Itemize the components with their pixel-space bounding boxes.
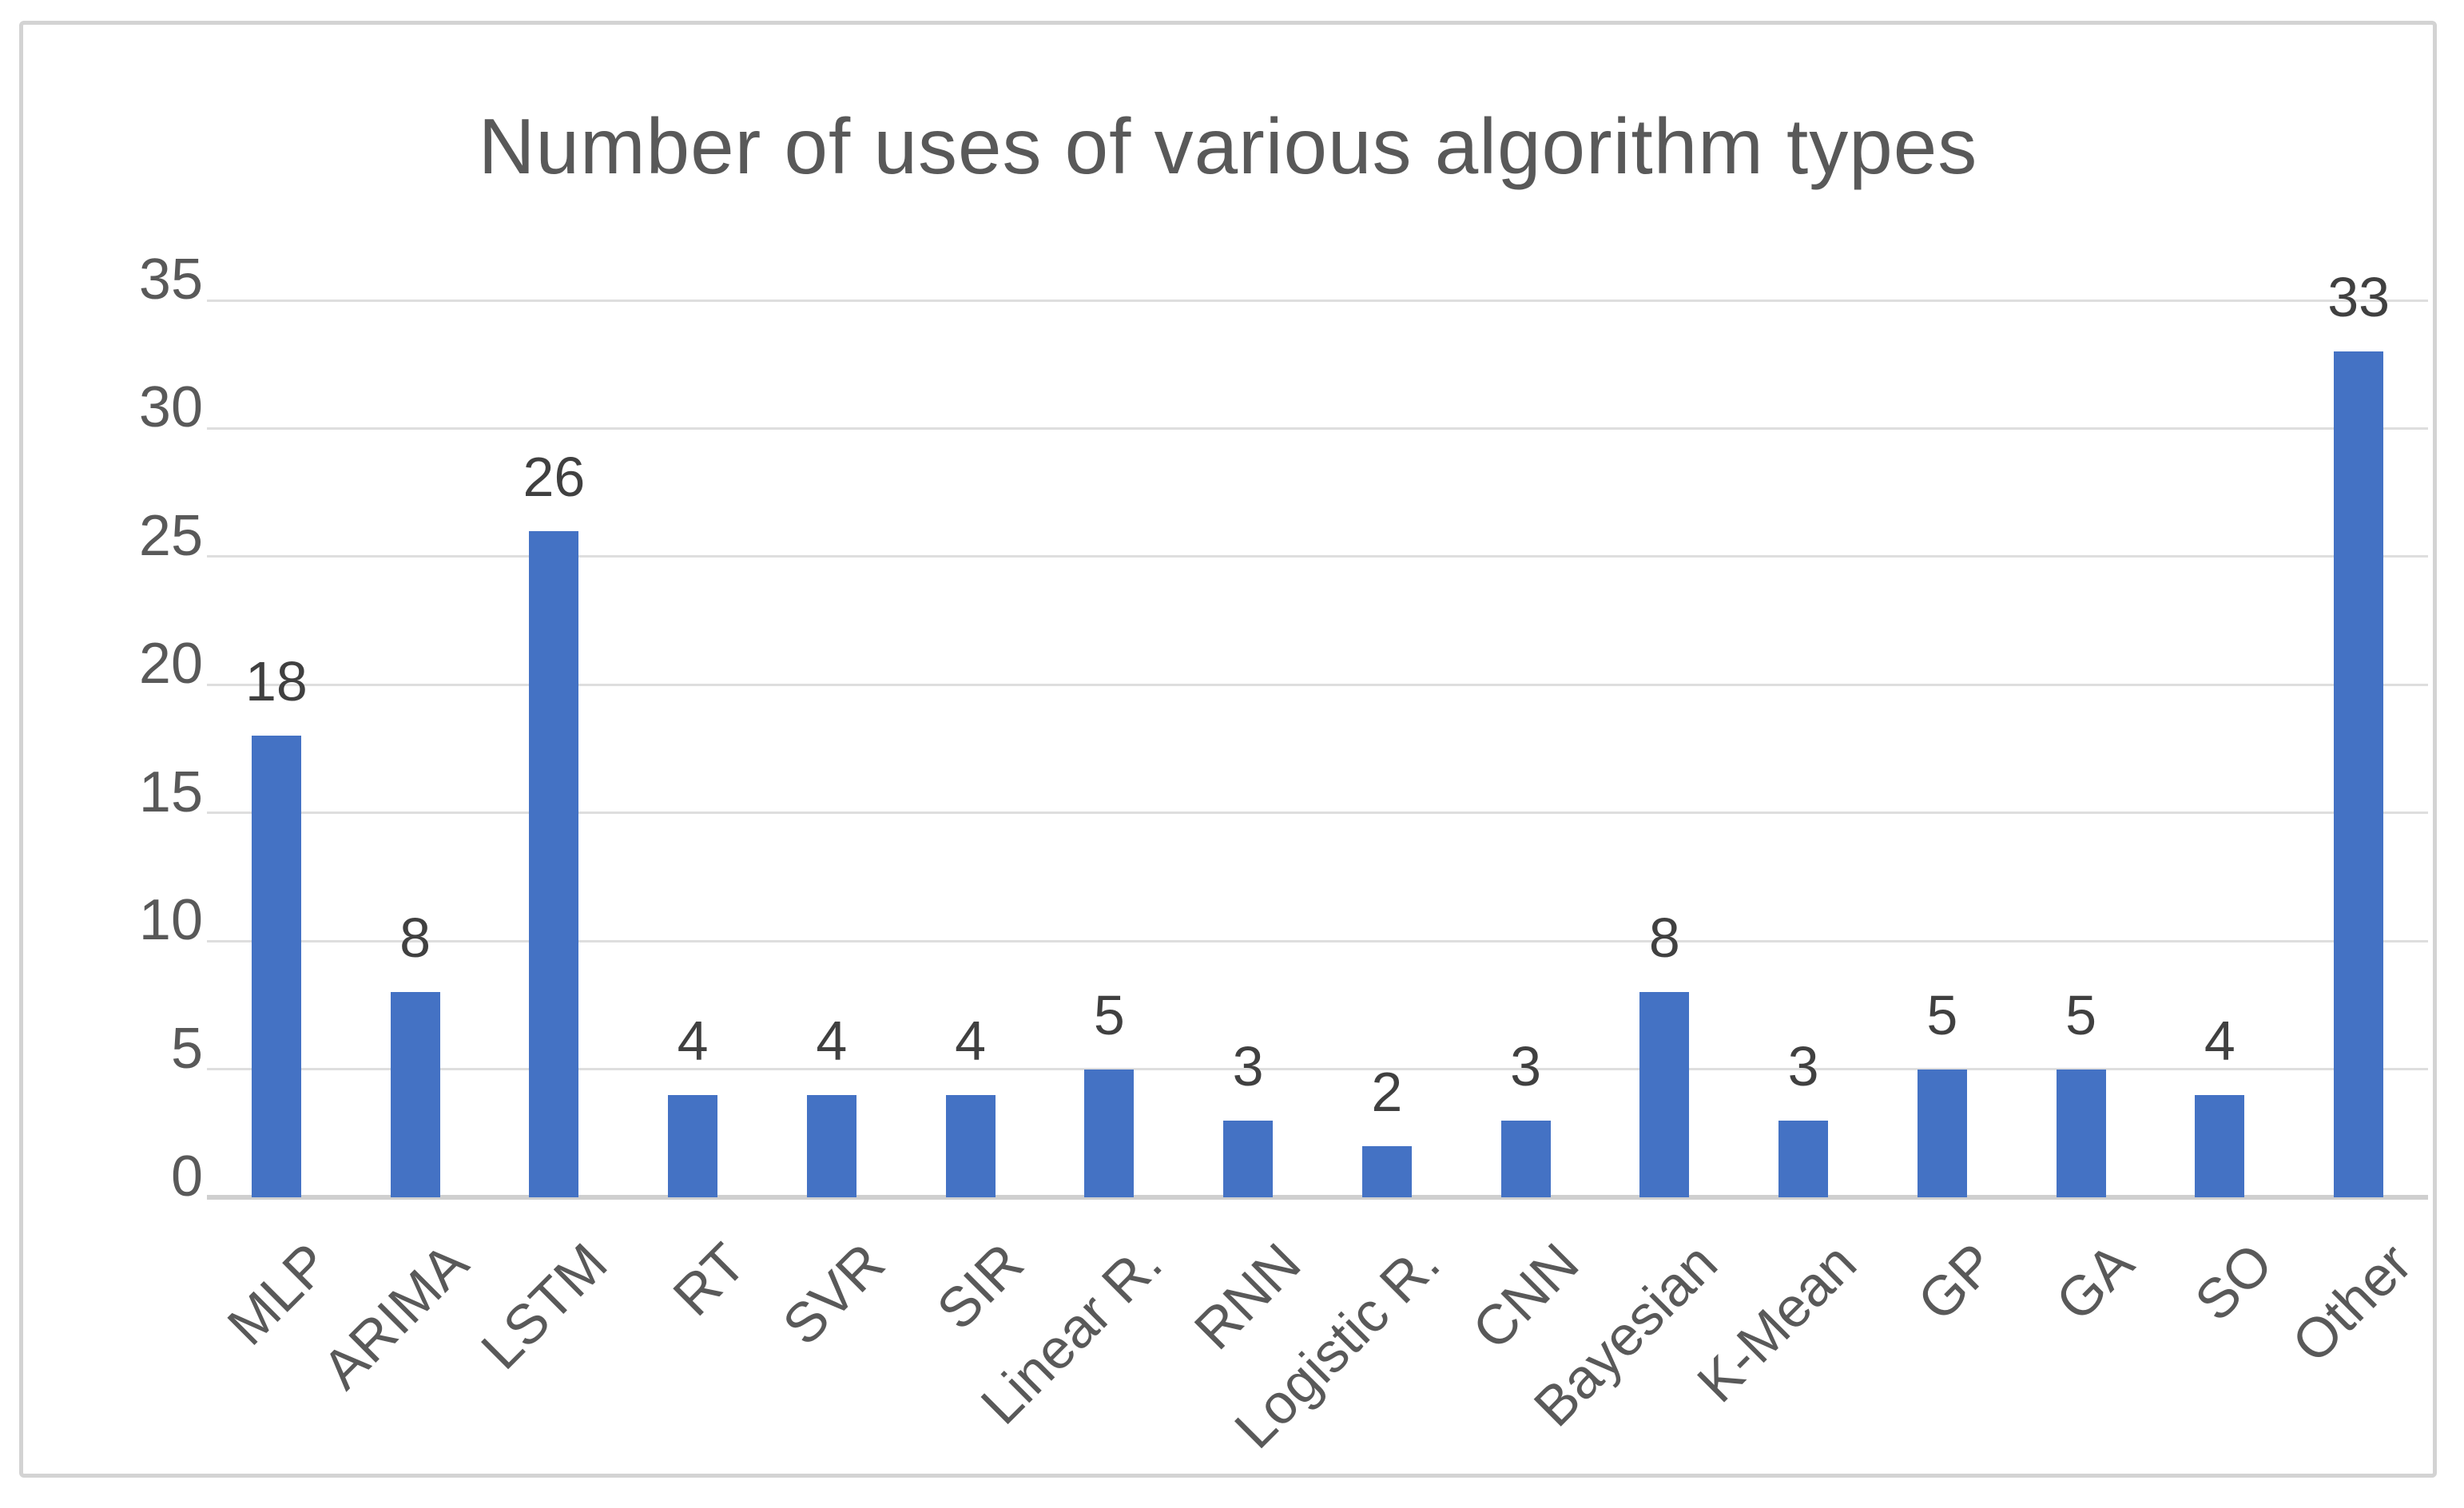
bar-value-label: 5 <box>2065 983 2097 1046</box>
gridline <box>207 939 2428 942</box>
bar-value-label: 4 <box>2204 1009 2235 1072</box>
bar-value-label: 2 <box>1371 1060 1403 1123</box>
x-category-label: GP <box>1906 1231 2007 1333</box>
x-category-label: SIR <box>924 1231 1035 1342</box>
bar-value-label: 4 <box>816 1009 848 1072</box>
gridline <box>207 427 2428 430</box>
bar-so <box>2195 1094 2245 1197</box>
bar-value-label: 4 <box>677 1009 709 1072</box>
bar-rnn <box>1223 1120 1274 1197</box>
bar-value-label: 3 <box>1232 1034 1264 1097</box>
plot-area: 18 MLP 8 ARIMA 26 LSTM 4 RT 4 SVR 4 SIR 5 Linear R. 3 R… <box>207 266 2428 1460</box>
x-category-label: Other <box>2280 1231 2423 1375</box>
x-category-label: CNN <box>1461 1231 1591 1362</box>
bar-bayesian <box>1639 992 1690 1197</box>
bar-value-label: 26 <box>523 445 586 508</box>
bar-value-label: 8 <box>399 907 431 970</box>
bar-value-label: 8 <box>1648 907 1680 970</box>
y-tick-label: 30 <box>138 375 203 440</box>
y-tick-label: 20 <box>138 632 203 696</box>
bar-lstm <box>529 530 579 1197</box>
x-category-label: LSTM <box>469 1231 619 1381</box>
bar-ga <box>2056 1069 2106 1197</box>
y-tick-label: 0 <box>170 1145 203 1208</box>
y-tick-label: 35 <box>138 248 203 312</box>
gridline <box>207 1068 2428 1071</box>
bar-value-label: 5 <box>1926 983 1958 1046</box>
chart-title: Number of uses of various algorithm type… <box>478 102 1978 190</box>
bar-k-mean <box>1778 1120 1829 1197</box>
x-category-label: GA <box>2044 1231 2146 1333</box>
chart-frame: Number of uses of various algorithm type… <box>19 21 2437 1478</box>
bar-value-label: 3 <box>1787 1034 1819 1097</box>
bar-value-label: 3 <box>1510 1034 1542 1097</box>
bar-mlp <box>251 736 301 1197</box>
bar-other <box>2334 351 2384 1197</box>
bar-value-label: 4 <box>955 1009 987 1072</box>
y-tick-label: 25 <box>138 503 203 568</box>
y-tick-label: 5 <box>170 1016 203 1081</box>
x-category-label: SO <box>2183 1231 2285 1333</box>
gridline <box>207 683 2428 686</box>
bar-value-label: 33 <box>2327 266 2390 329</box>
bar-linear-r- <box>1084 1069 1135 1197</box>
x-category-label: RT <box>661 1231 757 1327</box>
bar-value-label: 18 <box>244 650 308 713</box>
bar-rt <box>668 1094 718 1197</box>
y-tick-label: 15 <box>138 760 203 824</box>
bar-gp <box>1917 1069 1967 1197</box>
gridline <box>207 299 2428 302</box>
x-category-label: RNN <box>1182 1231 1313 1362</box>
bar-arima <box>390 992 440 1197</box>
x-axis-baseline <box>207 1195 2428 1200</box>
y-tick-label: 10 <box>138 888 203 953</box>
x-category-label: MLP <box>215 1231 341 1357</box>
bar-cnn <box>1500 1120 1551 1197</box>
bar-sir <box>945 1094 996 1197</box>
gridline <box>207 812 2428 815</box>
x-category-label: ARIMA <box>310 1231 480 1401</box>
bar-logistic-r- <box>1361 1145 1412 1197</box>
bar-svr <box>806 1094 856 1197</box>
x-category-label: SVR <box>770 1231 896 1357</box>
gridline <box>207 555 2428 558</box>
bar-value-label: 5 <box>1093 983 1125 1046</box>
